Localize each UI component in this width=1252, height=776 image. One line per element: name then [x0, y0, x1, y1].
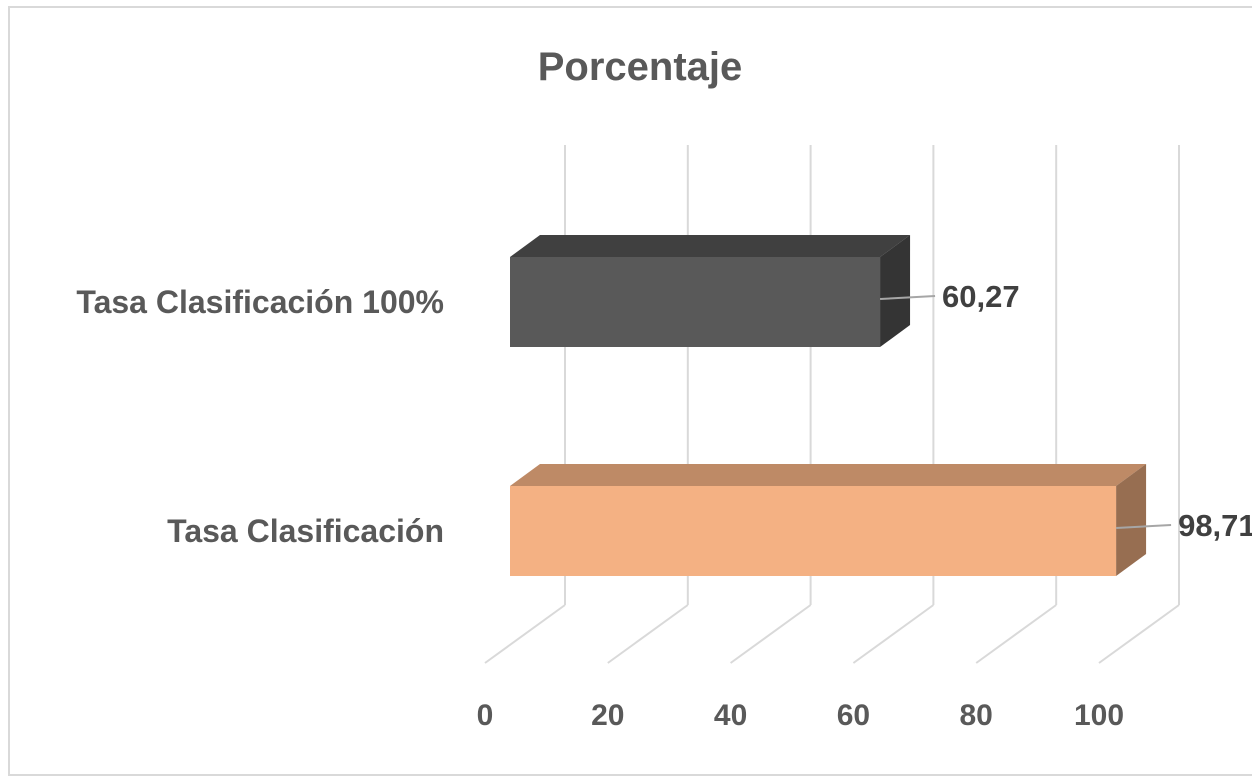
data-label: 60,27: [942, 279, 1020, 314]
bar-side-face: [880, 235, 911, 347]
gridline-floor: [730, 604, 812, 664]
x-tick-label: 20: [591, 699, 624, 732]
gridline-floor: [607, 604, 689, 664]
x-tick-label: 60: [837, 699, 870, 732]
bar: [510, 486, 1117, 576]
bar: [510, 257, 881, 347]
data-label-leader: [880, 295, 936, 300]
x-tick-label: 100: [1074, 699, 1124, 732]
bar-top-face: [510, 464, 1147, 486]
category-label: Tasa Clasificación: [167, 513, 444, 549]
bars: [510, 235, 1147, 576]
gridline-floor: [975, 604, 1057, 664]
gridline-floor: [852, 604, 934, 664]
data-label-leader: [1116, 524, 1172, 529]
x-tick-label: 0: [477, 699, 494, 732]
labels: 0 20 40 60 80 100 60,27 Tasa Clasificación 100%…: [76, 279, 1252, 732]
gridline-floor: [484, 604, 566, 664]
bar-side-face: [1116, 464, 1147, 576]
x-tick-label: 80: [960, 699, 993, 732]
x-tick-label: 40: [714, 699, 747, 732]
chart-title: Porcentaje: [538, 45, 743, 89]
data-label: 98,71: [1178, 508, 1252, 543]
gridline-floor: [1098, 604, 1180, 664]
category-label: Tasa Clasificación 100%: [76, 284, 444, 320]
gridlines: [484, 145, 1180, 664]
bar-top-face: [510, 235, 911, 257]
